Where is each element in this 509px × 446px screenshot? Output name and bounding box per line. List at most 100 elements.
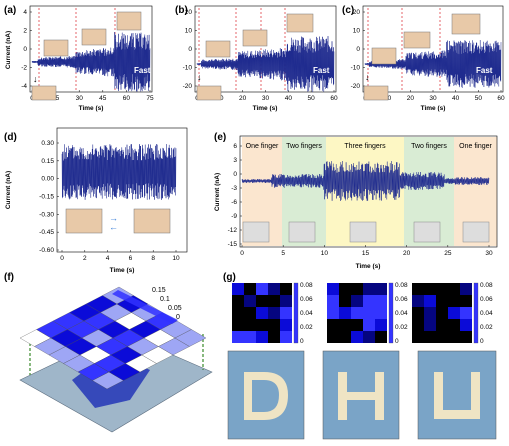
heatmap-cell (351, 307, 363, 319)
heatmap-cell (375, 319, 387, 331)
panel-a-ylabel: Current (nA) (5, 31, 12, 69)
touch-photo (242, 221, 270, 243)
x-tick-label: 10 (321, 250, 329, 257)
heatmap-cell (375, 283, 387, 295)
current-trace (241, 160, 490, 201)
panel-d-xticks: 0 2 4 6 8 10 (60, 250, 180, 262)
finger-photo (371, 47, 397, 65)
arrow-down-icon: ↓ (197, 72, 202, 82)
colorbar-tick: 0.04 (300, 310, 313, 317)
heatmap-cell (174, 329, 207, 347)
x-tick-label: 4 (106, 255, 110, 262)
heatmap-cell (339, 331, 351, 343)
x-tick-label: 60 (330, 95, 338, 102)
y-tick-label: -15 (228, 241, 238, 248)
y-tick-label: -0.60 (39, 247, 54, 254)
heatmap-cell (280, 283, 292, 295)
colorbar-tick: 0.04 (480, 310, 493, 317)
heatmap-legend: 0.15 0.1 0.05 0 (112, 287, 182, 324)
x-tick-label: 8 (151, 255, 155, 262)
colorbar-tick: 0 (395, 338, 399, 345)
arrow-right-icon: → (109, 213, 118, 223)
arrow-left-icon: ← (109, 222, 118, 232)
heatmap-cell (412, 319, 424, 331)
electrode-photo-h (322, 350, 400, 440)
colorbar (388, 282, 394, 344)
x-tick-label: 40 (452, 95, 460, 102)
y-tick-label: 0 (188, 46, 192, 53)
heatmap-cell (244, 319, 256, 331)
colorbar-tick: 0.06 (395, 296, 408, 303)
x-tick-label: 5 (281, 250, 285, 257)
heatmap-cell (280, 295, 292, 307)
heatmap-cell (412, 283, 424, 295)
colorbar-tick: 0 (480, 338, 484, 345)
x-tick-label: 75 (146, 95, 154, 102)
electrode-photo-u (417, 350, 497, 440)
panel-e-label: (e) (214, 132, 226, 143)
region-label: Three fingers (344, 143, 386, 150)
panel-e-xlabel: Time (s) (356, 263, 381, 270)
heatmap-cell (268, 283, 280, 295)
region-label: One finger (246, 143, 279, 150)
heatmap-cell (460, 295, 472, 307)
x-tick-label: 30 (262, 95, 270, 102)
heatmap-cell (327, 295, 339, 307)
touch-photo (413, 221, 441, 243)
y-tick-label: 10 (353, 28, 361, 35)
x-tick-label: 30 (76, 95, 84, 102)
x-tick-label: 0 (240, 250, 244, 257)
colorbar-tick: 0.04 (395, 310, 408, 317)
y-tick-label: 3 (233, 157, 237, 164)
y-tick-label: 20 (185, 9, 193, 16)
y-tick-label: -4 (21, 83, 27, 90)
heatmap-cell (363, 319, 375, 331)
colorbar (293, 282, 299, 344)
panel-d-yticks: 0.30 0.15 0.00 -0.15 -0.30 -0.45 -0.60 (39, 140, 59, 254)
heatmap-cell (351, 331, 363, 343)
panel-b-xlabel: Time (s) (253, 105, 278, 112)
y-tick-label: 20 (353, 9, 361, 16)
y-tick-label: 2 (23, 28, 27, 35)
y-tick-label: 0 (356, 46, 360, 53)
y-tick-label: -6 (231, 199, 237, 206)
heatmap-cell (280, 331, 292, 343)
heatmap-cell (436, 295, 448, 307)
heatmap-cell (351, 295, 363, 307)
y-tick-label: -0.30 (39, 211, 54, 218)
wrist-photo (43, 39, 69, 57)
heatmap-cell (412, 307, 424, 319)
colorbar-tick: 0.06 (480, 296, 493, 303)
panel-d-xlabel: Time (s) (110, 267, 135, 274)
heatmap-cell (256, 331, 268, 343)
heatmap-cell (232, 307, 244, 319)
heatmap-cell (436, 307, 448, 319)
heatmap-cell (256, 295, 268, 307)
heatmap-cell (268, 319, 280, 331)
heatmap-cell (244, 283, 256, 295)
electrode-photo-d (227, 350, 305, 440)
heatmap-cell (339, 295, 351, 307)
panel-f: (f) 0.15 0.1 0.05 0 (4, 272, 213, 433)
y-tick-label: -0.15 (39, 194, 54, 201)
legend-tick: 0.05 (168, 305, 182, 312)
panel-e-yticks: 6 3 0 -3 -6 -9 -12 -15 (228, 143, 242, 248)
touch-photo (462, 221, 490, 243)
heatmap-cell (256, 319, 268, 331)
heatmap-cell (327, 331, 339, 343)
y-tick-label: -12 (228, 227, 238, 234)
heatmap-cell (448, 283, 460, 295)
colorbar-tick: 0.08 (300, 282, 313, 289)
x-tick-label: 2 (83, 255, 87, 262)
colorbar (473, 282, 479, 344)
panel-e: (e) One finger Two fingers Three fingers Tw… (214, 132, 498, 270)
heatmap-cell (448, 307, 460, 319)
pressure-maps: 0.08 0.06 0.04 0.02 0 0.08 0.06 0.04 0.02 0 0.08 0.… (232, 282, 493, 345)
arrow-down-icon: ↓ (365, 72, 370, 82)
panel-a-label: (a) (4, 5, 16, 16)
y-tick-label: 0.15 (41, 158, 54, 165)
y-tick-label: 0 (23, 46, 27, 53)
current-trace (31, 32, 151, 92)
heatmap-cell (232, 283, 244, 295)
